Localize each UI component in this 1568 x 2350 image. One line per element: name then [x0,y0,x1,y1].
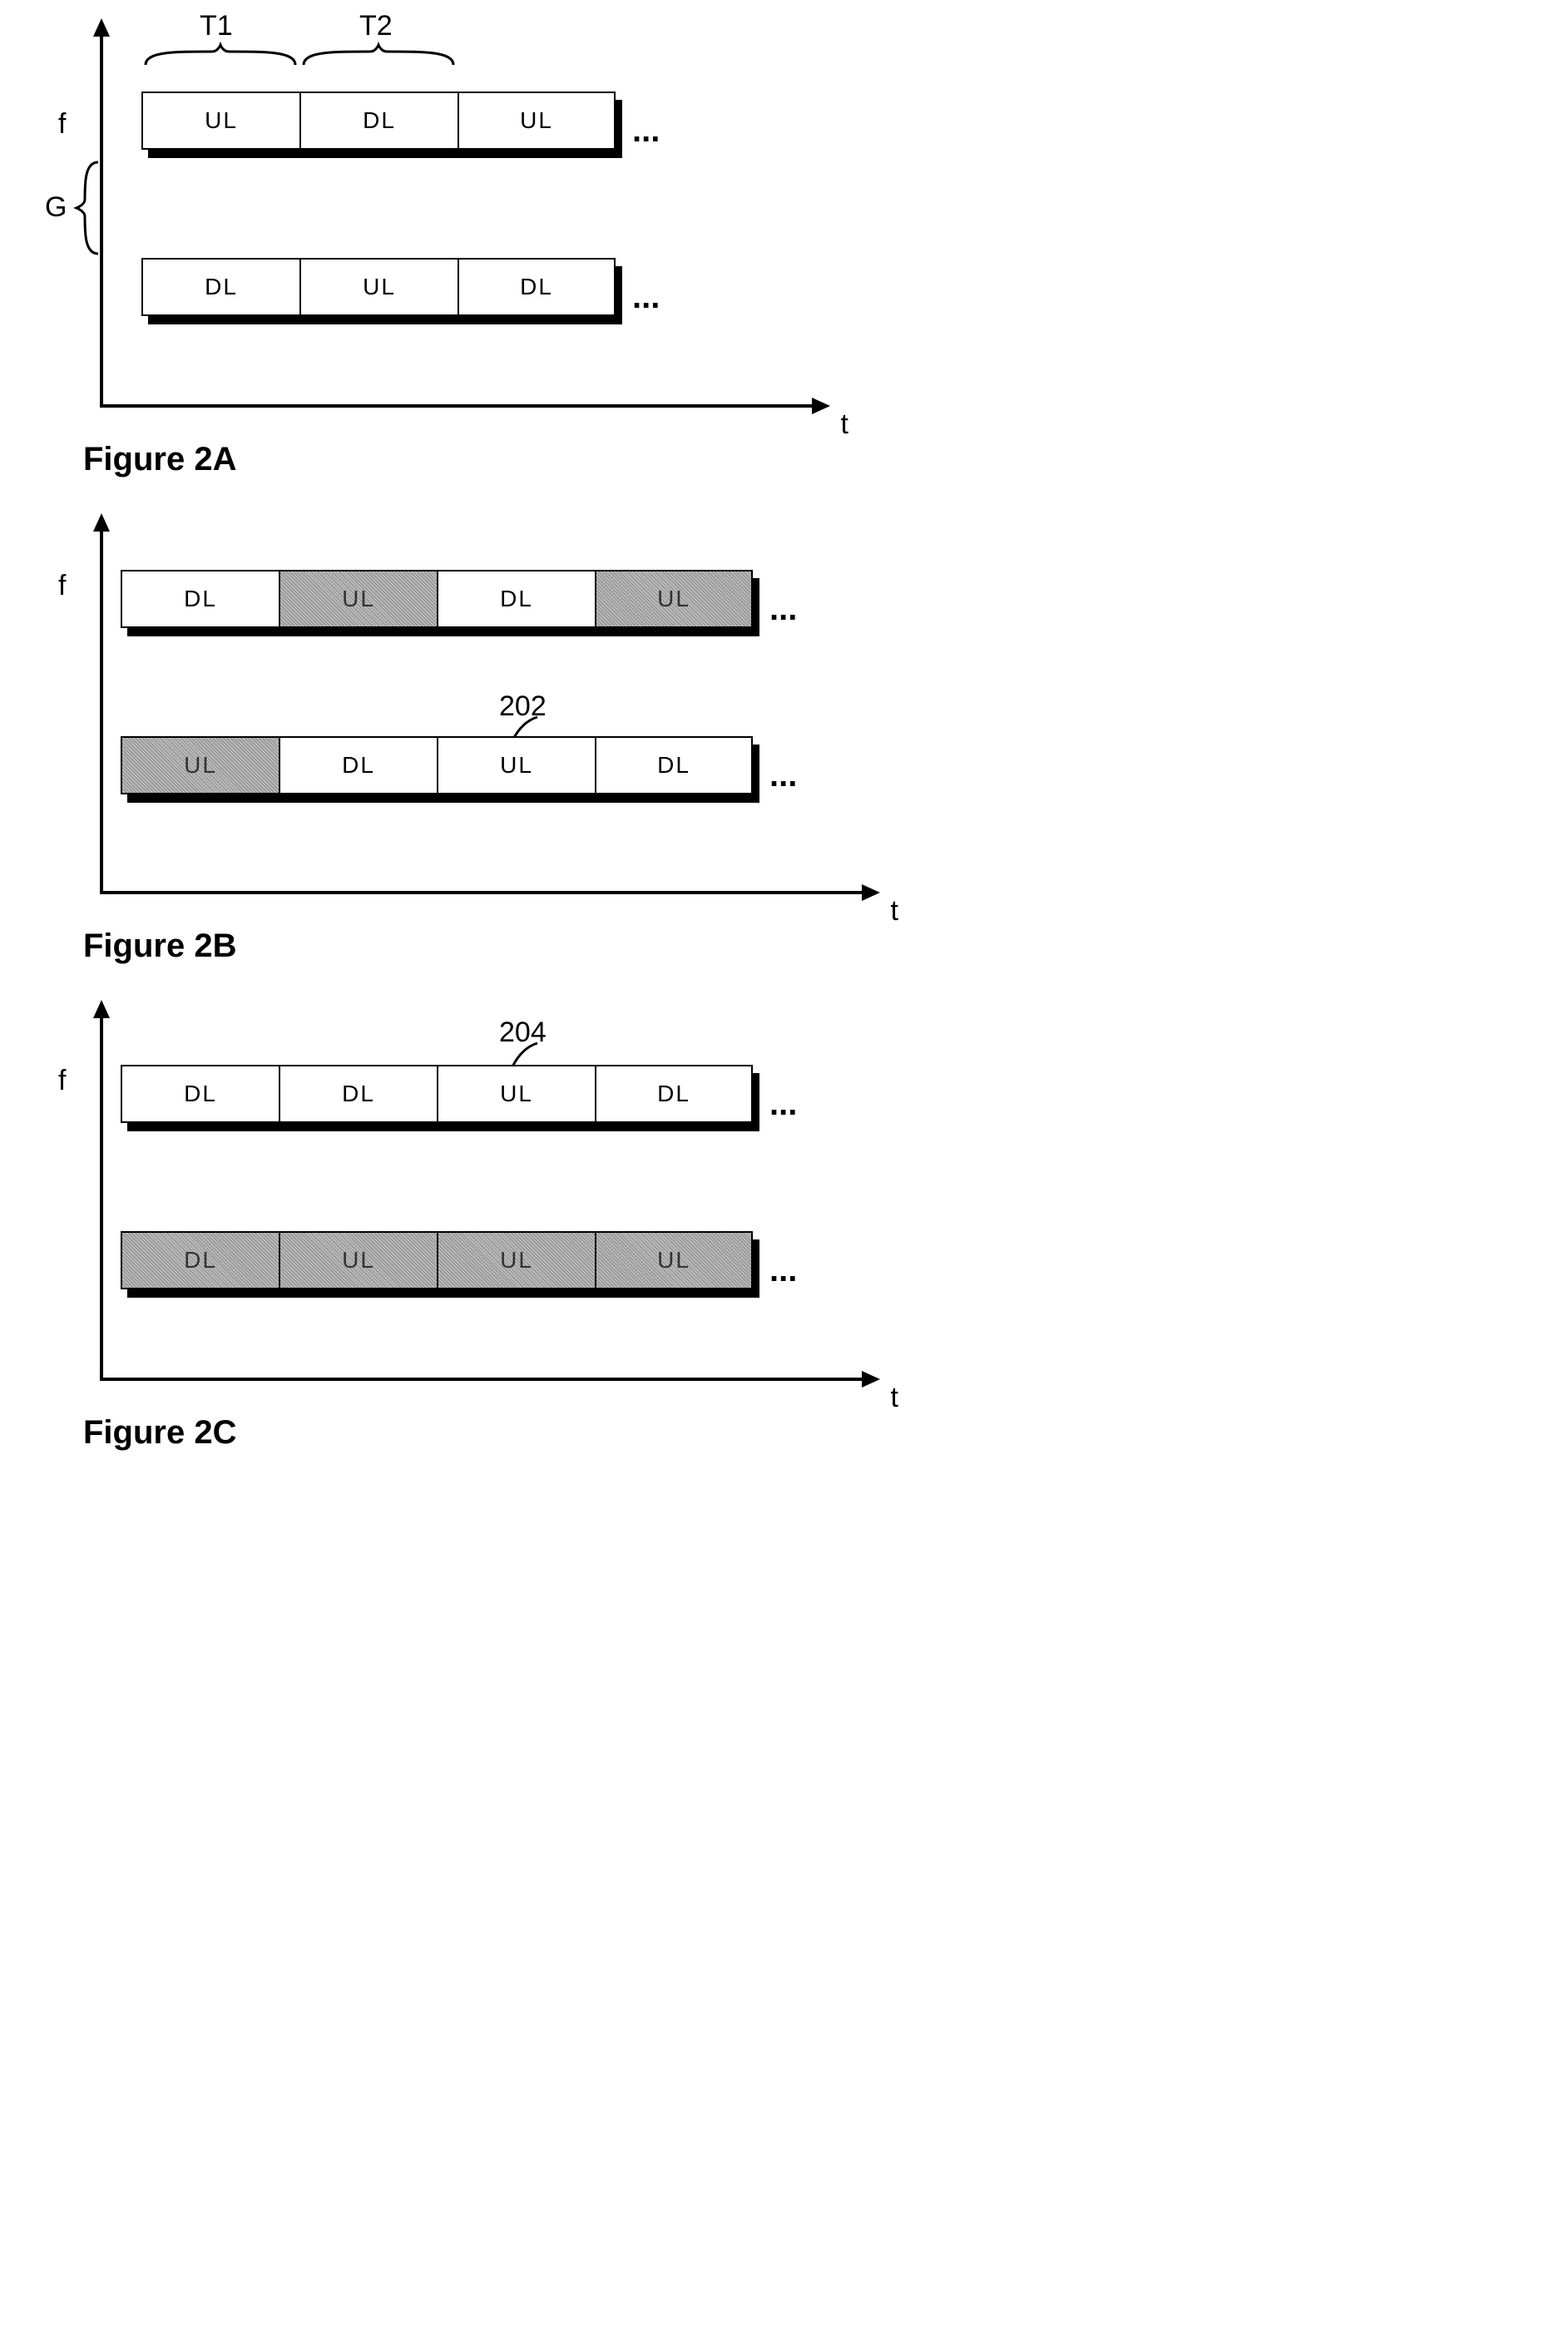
brace-t2 [299,42,458,67]
brace-t1 [141,42,299,67]
brace-g-label: G [45,191,67,224]
axes-2c: f t 204 DL DL UL DL ... DL UL UL UL [33,1015,915,1406]
x-axis [100,1378,865,1381]
ellipsis: ... [769,757,797,794]
slot: DL [595,1065,753,1123]
slot: UL [299,258,458,316]
slot: DL [458,258,616,316]
slot: DL [437,570,595,628]
brace-t2-label: T2 [359,10,393,42]
slot: DL [279,736,437,794]
slot: UL [141,92,299,150]
slot: UL [595,570,753,628]
row-2a-2: DL UL DL [141,258,616,316]
slot: DL [121,570,279,628]
figure-caption: Figure 2A [83,441,1535,478]
x-axis [100,404,815,408]
x-axis [100,891,865,894]
row-2c-2: DL UL UL UL [121,1231,753,1289]
ellipsis: ... [632,112,660,150]
x-axis-label: t [841,408,848,441]
row-2b-2: UL DL UL DL [121,736,753,794]
slot: DL [299,92,458,150]
slot: UL [437,736,595,794]
axes-2a: f t T1 T2 G UL DL UL ... [33,33,865,433]
brace-g [73,158,101,262]
x-axis-label: t [891,1382,898,1414]
slot: UL [279,1231,437,1289]
row-2a-1: UL DL UL [141,92,616,150]
ellipsis: ... [632,279,660,316]
x-arrow-icon [812,398,830,414]
callout-202: 202 [499,690,547,723]
slot: UL [437,1065,595,1123]
figure-2a: f t T1 T2 G UL DL UL ... [33,33,1535,478]
ellipsis: ... [769,1086,797,1123]
slot: DL [595,736,753,794]
y-axis-label: f [58,1065,66,1097]
slot: UL [279,570,437,628]
slot: DL [121,1231,279,1289]
y-axis [100,528,103,894]
figure-2b: f t 202 DL UL DL UL ... UL DL UL DL [33,528,1535,965]
figure-caption: Figure 2C [83,1414,1535,1452]
slot: DL [121,1065,279,1123]
figure-2c: f t 204 DL DL UL DL ... DL UL UL UL [33,1015,1535,1452]
brace-t1-label: T1 [200,10,233,42]
slot: DL [141,258,299,316]
row-2c-1: DL DL UL DL [121,1065,753,1123]
x-axis-label: t [891,895,898,928]
slot: UL [458,92,616,150]
callout-204: 204 [499,1017,547,1049]
slot: UL [121,736,279,794]
axes-2b: f t 202 DL UL DL UL ... UL DL UL DL [33,528,915,919]
x-arrow-icon [862,1371,880,1388]
ellipsis: ... [769,591,797,628]
y-axis [100,1015,103,1381]
x-arrow-icon [862,884,880,901]
figure-caption: Figure 2B [83,928,1535,965]
row-2b-1: DL UL DL UL [121,570,753,628]
y-axis-label: f [58,108,66,141]
slot: UL [595,1231,753,1289]
ellipsis: ... [769,1252,797,1289]
slot: DL [279,1065,437,1123]
y-axis-label: f [58,570,66,602]
slot: UL [437,1231,595,1289]
